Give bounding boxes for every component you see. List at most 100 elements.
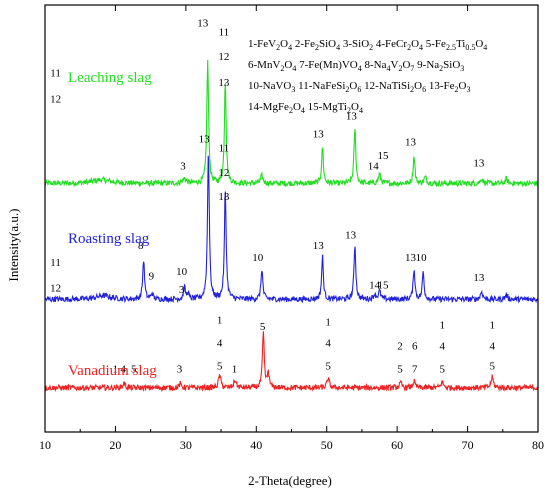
peak-label: 12 xyxy=(218,167,229,179)
legend-subscript: 2 xyxy=(407,43,411,52)
legend-segment: Ti xyxy=(456,38,465,50)
peak-label: 13 xyxy=(346,110,358,122)
peak-label: 13 xyxy=(473,158,485,170)
legend-segment: O xyxy=(293,101,301,113)
peak-label: 4 xyxy=(439,341,445,353)
peak-label: 9 xyxy=(149,271,155,283)
legend-line-2: 6-MnV2O4 7-Fe(Mn)VO4 8-Na4V2O7 9-Na2SiO3 xyxy=(248,59,464,73)
peak-label: 14 xyxy=(368,161,380,173)
legend-segment: O xyxy=(475,38,483,50)
peak-label: 3 xyxy=(177,364,183,376)
legend-segment: 14-MgFe xyxy=(248,101,289,113)
peak-label: 5 xyxy=(131,364,137,376)
legend-subscript: 4 xyxy=(336,43,340,52)
peak-label: 13 xyxy=(199,133,211,145)
x-tick-label: 60 xyxy=(391,438,403,452)
peak-label: 10 xyxy=(252,252,264,264)
legend-segment: O xyxy=(402,59,410,71)
peak-label: 1 xyxy=(325,316,331,328)
peak-label: 5 xyxy=(489,360,495,372)
legend-segment: 10-NaVO xyxy=(248,80,291,92)
legend-subscript: 2 xyxy=(315,43,319,52)
peak-label: 11 xyxy=(50,68,61,80)
legend-subscript: 2 xyxy=(280,64,284,73)
peak-label: 13 xyxy=(313,240,325,252)
legend-subscript: 4 xyxy=(387,64,391,73)
peak-label: 12 xyxy=(50,283,61,295)
peak-label: 15 xyxy=(378,150,390,162)
legend-segment: 8-Na xyxy=(362,59,387,71)
peak-label: 12 xyxy=(50,94,61,106)
legend-subscript: 4 xyxy=(358,64,362,73)
axes: 10 20 30 40 50 60 70 80 xyxy=(39,4,544,452)
legend-subscript: 2 xyxy=(398,64,402,73)
peak-label: 1 xyxy=(113,364,119,376)
legend-segment: V xyxy=(391,59,399,71)
legend-subscript: 2 xyxy=(369,43,373,52)
peak-label: 13 xyxy=(218,77,230,89)
series-name-3: Vanadium slag xyxy=(68,363,157,379)
x-tick-label: 40 xyxy=(250,438,262,452)
series-name-1: Leaching slag xyxy=(68,70,152,86)
legend-segment: SiO xyxy=(319,38,336,50)
legend-segment: 4-FeCr xyxy=(373,38,407,50)
legend-segment: O xyxy=(459,80,467,92)
peak-label: 11 xyxy=(50,257,61,269)
peak-label: 5 xyxy=(260,321,266,333)
legend-line-3: 10-NaVO3 11-NaFeSi2O6 12-NaTiSi2O6 13-Fe… xyxy=(248,80,471,94)
peak-label: 13 xyxy=(218,191,230,203)
peak-label: 1 xyxy=(439,319,445,331)
peak-label: 15 xyxy=(378,280,390,292)
legend-segment: O xyxy=(351,101,359,113)
legend-segment: 3-SiO xyxy=(340,38,369,50)
legend-subscript: 6 xyxy=(422,85,426,94)
legend-subscript: 2 xyxy=(439,64,443,73)
legend-subscript: 3 xyxy=(291,85,295,94)
series-line-1 xyxy=(44,59,539,188)
x-tick-label: 10 xyxy=(39,438,51,452)
peak-label: 3 xyxy=(180,161,186,173)
legend-subscript: 2 xyxy=(455,85,459,94)
series-names: Leaching slag Roasting slag Vanadium slag xyxy=(68,70,157,379)
peak-label: 13 xyxy=(197,17,209,29)
peak-label: 2 xyxy=(397,341,403,353)
peak-label: 5 xyxy=(325,360,331,372)
legend-segment: 12-NaTiSi xyxy=(361,80,410,92)
legend-segment: O xyxy=(414,80,422,92)
peak-label: 4 xyxy=(489,341,495,353)
legend-subscript: 4 xyxy=(483,43,487,52)
x-tick-label: 50 xyxy=(321,438,333,452)
legend-segment: 7-Fe(Mn)VO xyxy=(296,59,357,71)
series-line-2 xyxy=(44,155,539,304)
legend-segment: O xyxy=(349,80,357,92)
series-line-3 xyxy=(44,331,539,393)
peak-label: 13 xyxy=(405,252,417,264)
legend-subscript: 4 xyxy=(301,106,305,115)
legend-segment: 1-FeV xyxy=(248,38,276,50)
legend-segment: SiO xyxy=(443,59,460,71)
peak-label: 5 xyxy=(397,364,403,376)
peak-label: 7 xyxy=(412,364,418,376)
phase-legend: 1-FeV2O4 2-Fe2SiO4 3-SiO2 4-FeCr2O4 5-Fe… xyxy=(248,38,487,115)
x-axis-label: 2-Theta(degree) xyxy=(248,473,332,488)
peak-label: 6 xyxy=(412,341,418,353)
legend-subscript: 4 xyxy=(359,106,363,115)
peak-label: 1 xyxy=(217,315,223,327)
legend-line-1: 1-FeV2O4 2-Fe2SiO4 3-SiO2 4-FeCr2O4 5-Fe… xyxy=(248,38,487,52)
x-tick-label: 20 xyxy=(109,438,121,452)
legend-subscript: 3 xyxy=(460,64,464,73)
peak-label: 1 xyxy=(232,364,238,376)
legend-segment: O xyxy=(280,38,288,50)
legend-segment: 13-Fe xyxy=(426,80,455,92)
x-tick-label: 70 xyxy=(462,438,474,452)
series-name-2: Roasting slag xyxy=(68,231,150,247)
legend-subscript: 3 xyxy=(467,85,471,94)
legend-subscript: 2.5 xyxy=(446,43,456,52)
peak-label: 14 xyxy=(369,280,381,292)
legend-segment: O xyxy=(411,38,419,50)
series-layer xyxy=(44,59,539,393)
legend-subscript: 6 xyxy=(357,85,361,94)
y-axis-label: Intensity(a.u.) xyxy=(6,209,21,282)
legend-segment: 2-Fe xyxy=(292,38,315,50)
legend-subscript: 4 xyxy=(292,64,296,73)
